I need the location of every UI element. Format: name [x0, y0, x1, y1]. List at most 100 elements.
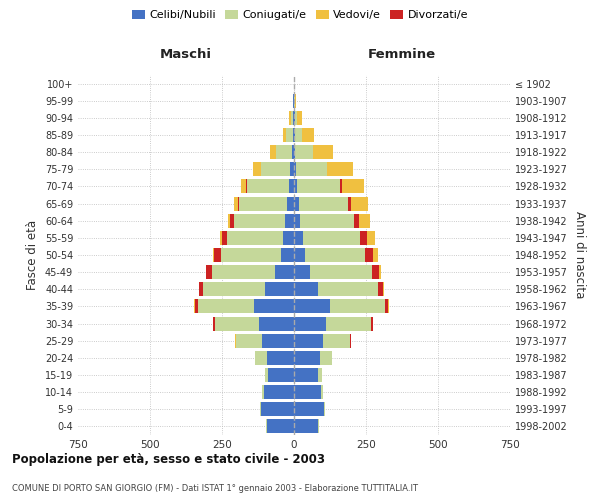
Bar — [294, 231, 302, 245]
Bar — [233, 214, 286, 228]
Bar — [235, 196, 238, 210]
Bar — [206, 265, 212, 279]
Bar — [221, 248, 281, 262]
Bar — [326, 162, 328, 176]
Bar — [238, 196, 239, 210]
Bar — [305, 248, 365, 262]
Bar — [236, 334, 262, 347]
Y-axis label: Anni di nascita: Anni di nascita — [573, 212, 586, 298]
Bar — [353, 214, 359, 228]
Bar — [350, 334, 351, 347]
Bar — [294, 282, 319, 296]
Bar — [212, 265, 275, 279]
Text: Popolazione per età, sesso e stato civile - 2003: Popolazione per età, sesso e stato civil… — [12, 452, 325, 466]
Bar — [348, 196, 351, 210]
Bar — [281, 248, 294, 262]
Bar — [265, 282, 294, 296]
Bar — [262, 334, 294, 347]
Bar — [286, 214, 294, 228]
Bar — [341, 180, 364, 194]
Bar — [283, 128, 286, 142]
Bar — [367, 231, 374, 245]
Bar — [290, 162, 294, 176]
Bar — [379, 265, 381, 279]
Bar — [261, 402, 294, 416]
Bar — [372, 265, 379, 279]
Bar — [296, 162, 326, 176]
Bar — [262, 385, 264, 399]
Bar — [298, 180, 340, 194]
Bar — [328, 162, 353, 176]
Bar — [365, 248, 373, 262]
Bar — [301, 214, 353, 228]
Bar — [294, 248, 305, 262]
Bar — [266, 420, 294, 434]
Bar — [322, 385, 323, 399]
Bar — [295, 128, 302, 142]
Bar — [214, 248, 221, 262]
Bar — [320, 351, 332, 365]
Bar — [294, 402, 324, 416]
Bar — [330, 300, 385, 314]
Bar — [323, 334, 350, 347]
Bar — [254, 300, 294, 314]
Bar — [326, 316, 371, 330]
Bar — [295, 94, 296, 108]
Bar — [203, 282, 265, 296]
Bar — [294, 214, 301, 228]
Text: Maschi: Maschi — [160, 48, 212, 62]
Legend: Celibi/Nubili, Coniugati/e, Vedovi/e, Divorzati/e: Celibi/Nubili, Coniugati/e, Vedovi/e, Di… — [127, 6, 473, 25]
Bar — [287, 196, 294, 210]
Bar — [266, 351, 294, 365]
Bar — [259, 316, 294, 330]
Bar — [220, 231, 222, 245]
Bar — [294, 265, 310, 279]
Bar — [214, 316, 215, 330]
Bar — [295, 111, 297, 125]
Bar — [294, 162, 296, 176]
Bar — [293, 128, 294, 142]
Bar — [247, 180, 289, 194]
Bar — [197, 300, 254, 314]
Text: Femmine: Femmine — [368, 48, 436, 62]
Bar — [264, 385, 294, 399]
Bar — [373, 248, 378, 262]
Bar — [294, 128, 295, 142]
Bar — [228, 214, 230, 228]
Bar — [302, 128, 314, 142]
Bar — [340, 180, 341, 194]
Bar — [283, 231, 294, 245]
Bar — [199, 282, 203, 296]
Bar — [310, 265, 372, 279]
Bar — [255, 351, 266, 365]
Bar — [268, 368, 294, 382]
Bar — [294, 145, 295, 159]
Bar — [294, 300, 330, 314]
Bar — [275, 265, 294, 279]
Bar — [385, 300, 388, 314]
Bar — [215, 316, 259, 330]
Bar — [299, 196, 348, 210]
Bar — [230, 214, 233, 228]
Bar — [253, 162, 261, 176]
Bar — [289, 180, 294, 194]
Bar — [261, 162, 290, 176]
Bar — [294, 334, 323, 347]
Bar — [286, 128, 293, 142]
Bar — [222, 231, 227, 245]
Bar — [360, 231, 367, 245]
Bar — [371, 316, 373, 330]
Bar — [294, 316, 326, 330]
Bar — [294, 196, 299, 210]
Bar — [294, 385, 322, 399]
Bar — [377, 282, 383, 296]
Bar — [194, 300, 197, 314]
Bar — [302, 231, 360, 245]
Bar — [297, 111, 302, 125]
Bar — [289, 111, 291, 125]
Bar — [295, 145, 313, 159]
Text: COMUNE DI PORTO SAN GIORGIO (FM) - Dati ISTAT 1° gennaio 2003 - Elaborazione TUT: COMUNE DI PORTO SAN GIORGIO (FM) - Dati … — [12, 484, 418, 493]
Bar — [239, 196, 287, 210]
Bar — [294, 368, 319, 382]
Bar — [319, 368, 322, 382]
